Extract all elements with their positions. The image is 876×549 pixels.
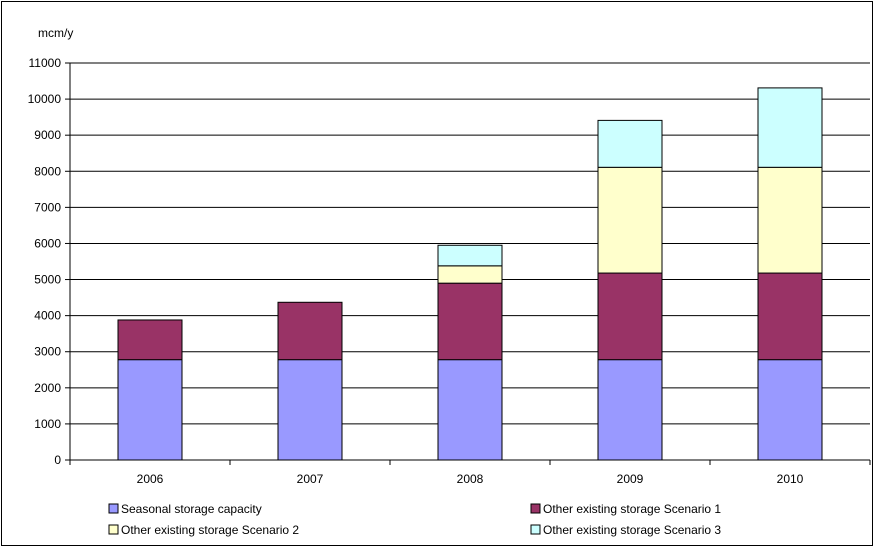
bar-segment-2006-series-1 [117, 359, 183, 461]
y-tick-label: 7000 [34, 200, 61, 214]
bar-segment-2009-series-4 [597, 119, 663, 168]
y-tick-label: 10000 [28, 92, 62, 106]
legend-label: Other existing storage Scenario 1 [543, 502, 721, 516]
y-axis-unit-label: mcm/y [38, 26, 73, 40]
bar-segment-2009-series-2 [597, 272, 663, 361]
bar-segment-2010-series-1 [757, 359, 823, 461]
y-tick-label: 6000 [34, 236, 61, 250]
x-tick-label: 2007 [297, 472, 324, 486]
legend-label: Other existing storage Scenario 2 [121, 523, 299, 537]
y-tick-label: 9000 [34, 128, 61, 142]
y-tick-label: 4000 [34, 309, 61, 323]
axes: 0 1000 2000 3000 4000 5000 6000 7000 8000 9000 100… [28, 56, 871, 486]
bar-segment-2009-series-3 [597, 166, 663, 274]
legend-swatch [108, 524, 119, 535]
bar-segment-2006-series-2 [117, 319, 183, 361]
bar-segment-2008-series-2 [437, 282, 503, 361]
y-tick-label: 1000 [34, 417, 61, 431]
bar-segment-2010-series-3 [757, 166, 823, 274]
y-tick-label: 5000 [34, 273, 61, 287]
bar-segment-2008-series-4 [437, 244, 503, 267]
y-tick-label: 8000 [34, 164, 61, 178]
x-tick-label: 2008 [457, 472, 484, 486]
x-tick-label: 2006 [137, 472, 164, 486]
legend-swatch [530, 524, 541, 535]
bar-segment-2007-series-1 [277, 359, 343, 461]
bar-segment-2010-series-4 [757, 87, 823, 168]
bar-segment-2010-series-2 [757, 272, 823, 361]
y-tick-label: 11000 [29, 56, 62, 70]
legend-label: Other existing storage Scenario 3 [543, 523, 721, 537]
legend-label: Seasonal storage capacity [121, 502, 262, 516]
y-tick-label: 2000 [34, 381, 61, 395]
bars [117, 87, 823, 461]
legend: Seasonal storage capacity Other existing … [108, 502, 721, 537]
y-tick-label: 3000 [34, 345, 61, 359]
bar-segment-2008-series-3 [437, 265, 503, 284]
bar-segment-2007-series-2 [277, 301, 343, 361]
x-tick-label: 2010 [777, 472, 804, 486]
legend-swatch [108, 503, 119, 514]
bar-segment-2008-series-1 [437, 359, 503, 461]
x-tick-label: 2009 [617, 472, 644, 486]
legend-swatch [530, 503, 541, 514]
y-tick-label: 0 [54, 453, 61, 467]
bar-segment-2009-series-1 [597, 359, 663, 461]
